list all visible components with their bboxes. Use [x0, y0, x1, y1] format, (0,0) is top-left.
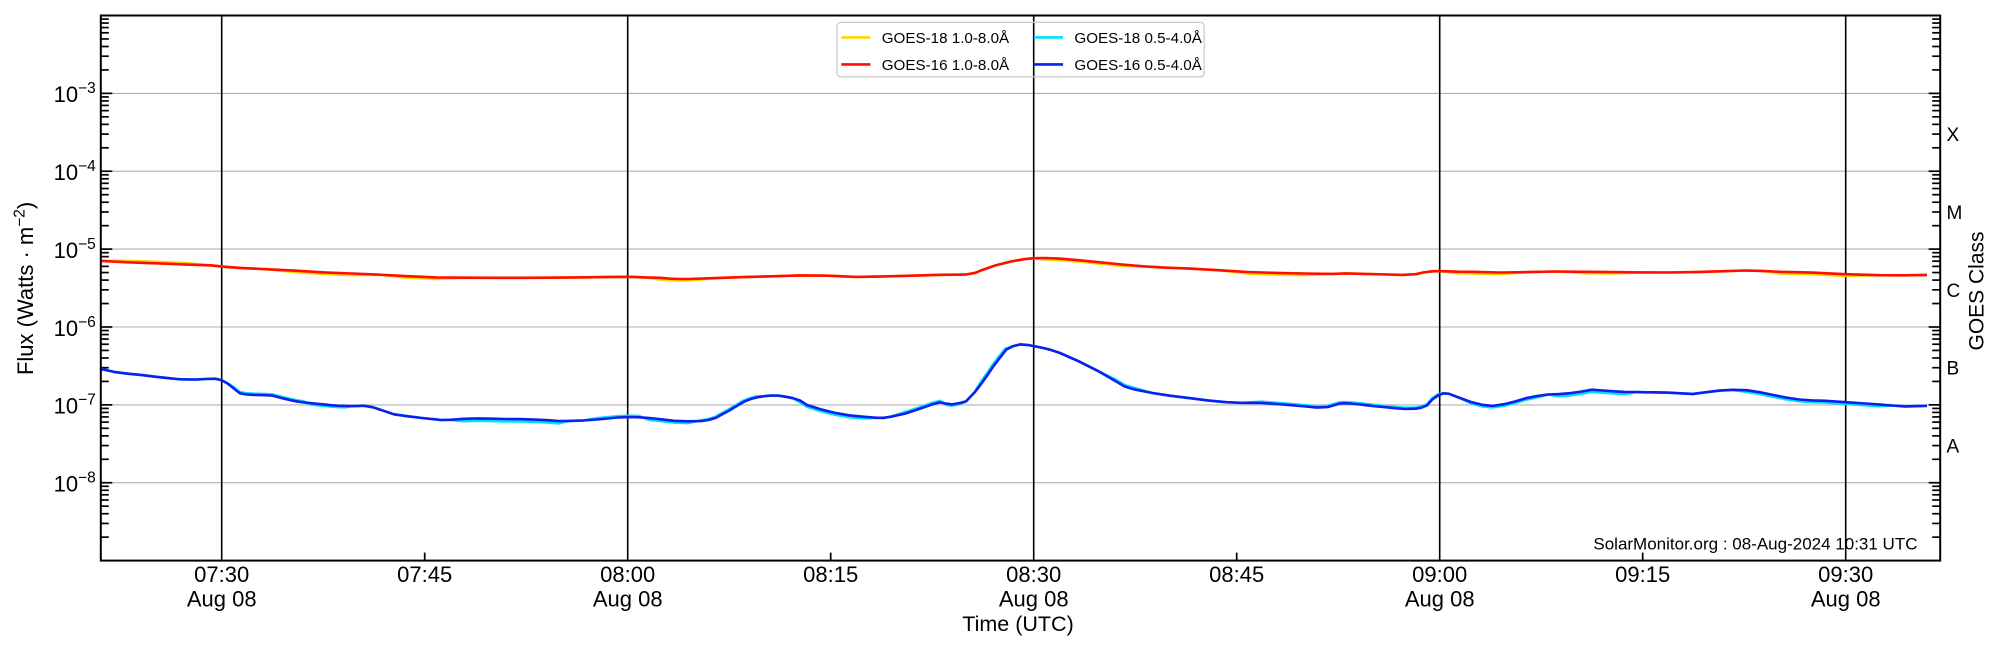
svg-text:10−4: 10−4 — [54, 158, 97, 185]
svg-text:08:30: 08:30 — [1006, 562, 1061, 587]
svg-text:C: C — [1947, 281, 1961, 302]
svg-text:08:00: 08:00 — [600, 562, 655, 587]
svg-text:Aug 08: Aug 08 — [593, 587, 663, 612]
svg-text:09:30: 09:30 — [1818, 562, 1873, 587]
svg-text:08:15: 08:15 — [803, 562, 858, 587]
svg-text:Aug 08: Aug 08 — [1405, 587, 1475, 612]
svg-text:A: A — [1947, 437, 1960, 458]
svg-text:09:00: 09:00 — [1412, 562, 1467, 587]
svg-text:X: X — [1947, 125, 1960, 146]
svg-text:GOES-18 0.5-4.0Å: GOES-18 0.5-4.0Å — [1074, 30, 1202, 47]
svg-text:07:30: 07:30 — [194, 562, 249, 587]
svg-text:Time (UTC): Time (UTC) — [962, 612, 1073, 636]
svg-text:08:45: 08:45 — [1209, 562, 1264, 587]
svg-text:Aug 08: Aug 08 — [999, 587, 1069, 612]
svg-text:GOES-16 0.5-4.0Å: GOES-16 0.5-4.0Å — [1074, 57, 1202, 74]
svg-text:GOES-16 1.0-8.0Å: GOES-16 1.0-8.0Å — [882, 57, 1010, 74]
svg-text:Aug 08: Aug 08 — [187, 587, 257, 612]
svg-text:10−6: 10−6 — [54, 314, 96, 341]
svg-text:GOES-18 1.0-8.0Å: GOES-18 1.0-8.0Å — [882, 30, 1010, 47]
svg-text:Aug 08: Aug 08 — [1811, 587, 1881, 612]
svg-text:GOES Class: GOES Class — [1966, 231, 1989, 350]
svg-text:09:15: 09:15 — [1615, 562, 1670, 587]
svg-text:Flux (Watts · m−2): Flux (Watts · m−2) — [12, 202, 39, 375]
svg-text:07:45: 07:45 — [397, 562, 452, 587]
svg-text:B: B — [1947, 359, 1960, 380]
svg-text:M: M — [1947, 203, 1963, 224]
svg-text:SolarMonitor.org : 08-Aug-2024: SolarMonitor.org : 08-Aug-2024 10:31 UTC — [1593, 535, 1917, 554]
